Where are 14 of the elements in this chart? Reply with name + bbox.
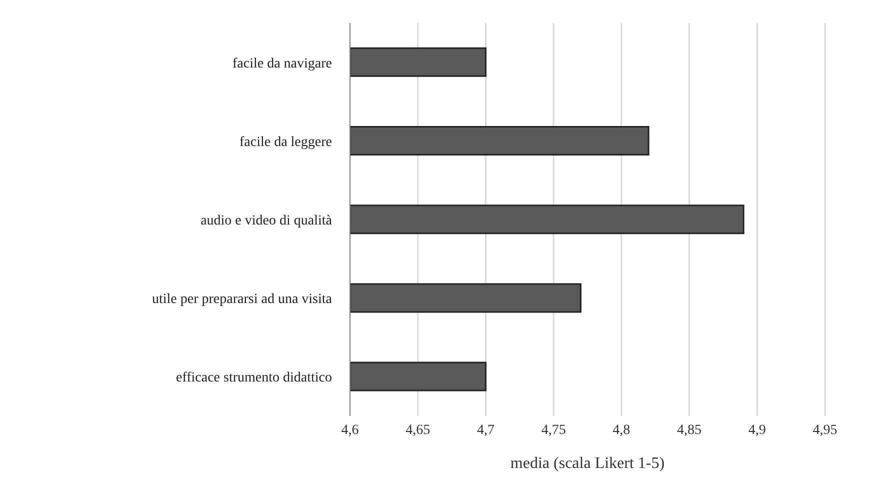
y-tick-label: utile per prepararsi ad una visita	[152, 292, 333, 308]
x-tick-label: 4,6	[341, 422, 359, 438]
x-tick-label: 4,9	[748, 422, 766, 438]
x-tick-label: 4,85	[677, 422, 702, 438]
x-tick-label: 4,65	[406, 422, 430, 438]
y-tick-label: facile da leggere	[240, 134, 332, 150]
x-tick-label: 4,7	[476, 422, 494, 438]
y-tick-label: efficace strumento didattico	[176, 370, 332, 386]
y-tick-label: facile da navigare	[232, 56, 332, 72]
y-tick-label: audio e video di qualità	[200, 213, 333, 228]
x-tick-label: 4,8	[612, 422, 630, 438]
x-axis-title: media (scala Likert 1-5)	[510, 455, 665, 472]
x-tick-label: 4,95	[812, 422, 838, 438]
x-tick-label: 4,75	[541, 422, 566, 438]
